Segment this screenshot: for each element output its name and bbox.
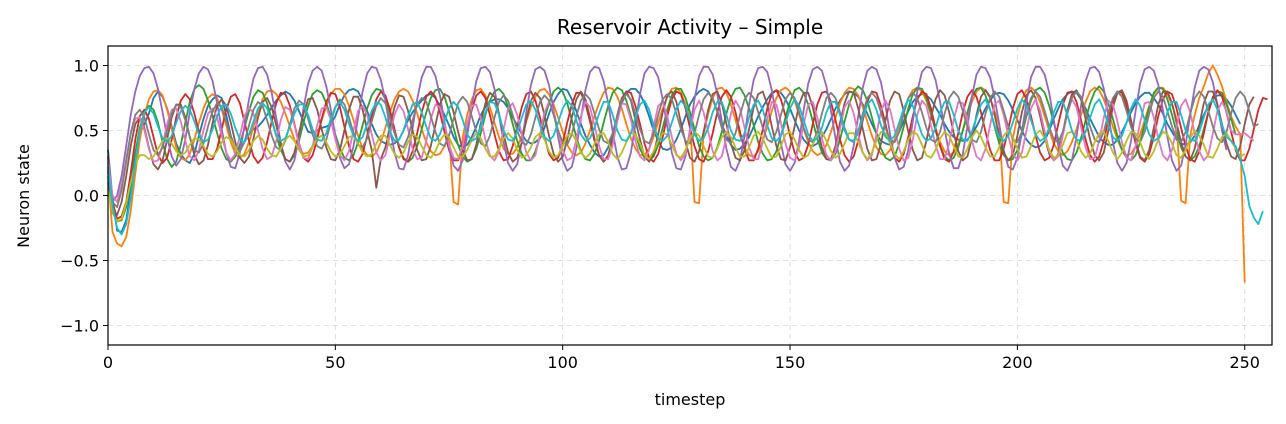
- series-line-10: [107, 98, 1264, 236]
- y-axis-ticks: −1.0 −0.5 0.0 0.5 1.0: [60, 57, 108, 336]
- x-tick-label: 150: [775, 353, 806, 372]
- y-tick-label: −0.5: [60, 252, 99, 271]
- y-axis-label: Neuron state: [14, 144, 33, 248]
- series-line-9: [107, 129, 1246, 223]
- x-axis-label: timestep: [655, 390, 726, 409]
- x-tick-label: 0: [103, 353, 113, 372]
- x-tick-label: 250: [1229, 353, 1260, 372]
- y-tick-label: 1.0: [74, 57, 99, 76]
- y-tick-label: −1.0: [60, 317, 99, 336]
- y-tick-label: 0.0: [74, 187, 99, 206]
- y-tick-label: 0.5: [74, 122, 99, 141]
- x-axis-ticks: 0 50 100 150 200 250: [103, 345, 1260, 372]
- series-line-7: [107, 98, 1255, 203]
- series-group: [107, 64, 1268, 283]
- x-tick-label: 50: [325, 353, 345, 372]
- series-line-8: [107, 90, 1259, 209]
- x-tick-label: 100: [547, 353, 578, 372]
- grid: [107, 46, 1272, 345]
- series-line-5: [107, 65, 1228, 203]
- x-tick-label: 200: [1002, 353, 1033, 372]
- chart-title: Reservoir Activity – Simple: [557, 15, 823, 39]
